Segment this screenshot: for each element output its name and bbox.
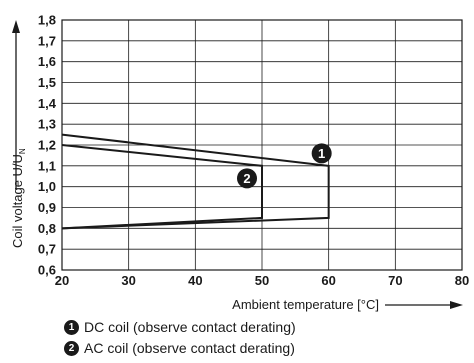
y-tick-label: 0,6 [38,263,56,278]
series-marker-label-1: 1 [318,146,325,161]
series-marker-label-2: 2 [243,171,250,186]
x-tick-label: 80 [455,273,469,288]
legend-number-1: 1 [64,319,79,335]
y-axis-label-subscript: N [18,148,27,154]
y-tick-labels: 0,6 0,7 0,8 0,9 1,0 1,1 1,2 1,3 1,4 1,5 1,6 1,7 1,8 [38,13,57,278]
grid [61,19,463,271]
x-tick-label: 30 [121,273,135,288]
y-tick-label: 1,0 [38,179,56,194]
legend-number-2: 2 [64,340,79,356]
y-tick-label: 1,7 [38,33,56,48]
legend-label-dc: DC coil (observe contact derating) [84,319,296,335]
y-tick-label: 1,2 [38,138,56,153]
y-tick-label: 1,3 [38,117,56,132]
y-tick-label: 1,5 [38,75,56,90]
x-tick-labels: 20 30 40 50 60 70 80 [55,273,469,288]
series-markers: 12 [237,143,332,189]
x-tick-label: 50 [255,273,269,288]
y-axis-label: Coil voltage U/UN [10,148,27,248]
legend-item-ac: 2 AC coil (observe contact derating) [64,340,295,356]
x-tick-label: 70 [388,273,402,288]
y-tick-label: 1,6 [38,54,56,69]
legend-item-dc: 1 DC coil (observe contact derating) [64,319,296,335]
x-axis-label: Ambient temperature [°C] [232,297,379,312]
x-axis-arrow-head [450,301,463,309]
series-curve-2 [61,144,263,230]
series-marker-1 [311,143,332,164]
series-curve-1 [61,133,330,230]
y-tick-label: 0,9 [38,200,56,215]
y-tick-label: 1,1 [38,158,56,173]
y-tick-label: 0,7 [38,242,56,257]
legend-label-ac: AC coil (observe contact derating) [84,340,295,356]
y-tick-label: 0,8 [38,221,56,236]
series-marker-2 [237,168,257,189]
y-tick-label: 1,8 [38,13,56,28]
curves [61,133,330,230]
y-tick-label: 1,4 [38,96,57,111]
y-axis-arrow-head [12,20,20,33]
x-tick-label: 60 [321,273,335,288]
x-tick-label: 40 [188,273,202,288]
x-tick-label: 20 [55,273,69,288]
